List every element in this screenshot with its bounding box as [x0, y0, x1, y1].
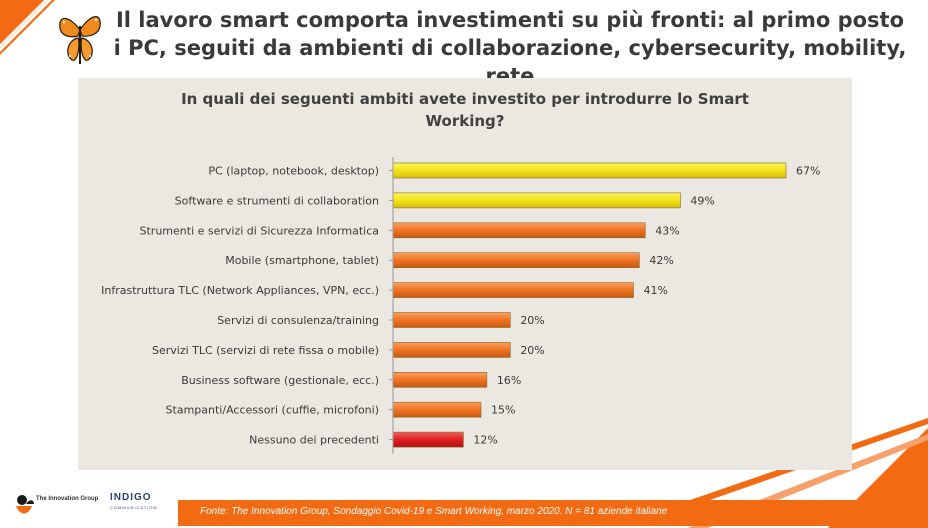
footer-bar — [178, 500, 878, 526]
bar — [392, 282, 634, 298]
category-label: Software e strumenti di collaboration — [175, 194, 379, 207]
value-label: 15% — [491, 404, 515, 417]
innovation-group-logo-text: The Innovation Group — [36, 496, 99, 502]
corner-decoration-top-left — [0, 0, 55, 55]
category-label: Infrastruttura TLC (Network Appliances, … — [101, 284, 379, 297]
value-label: 42% — [649, 254, 673, 267]
value-label: 43% — [655, 224, 679, 237]
bar — [392, 312, 511, 328]
value-label: 20% — [520, 344, 544, 357]
innovation-group-logo-icon — [16, 495, 34, 514]
value-label: 49% — [690, 194, 714, 207]
bar — [392, 342, 511, 358]
indigo-logo-subtext: COMMUNICATION — [110, 505, 158, 510]
butterfly-logo-icon — [59, 16, 101, 64]
category-label: Servizi TLC (servizi di rete fissa o mob… — [152, 344, 379, 357]
value-label: 41% — [643, 284, 667, 297]
chart-title-text: In quali dei seguenti ambiti avete inves… — [181, 90, 749, 130]
chart-title: In quali dei seguenti ambiti avete inves… — [78, 88, 852, 132]
category-label: Mobile (smartphone, tablet) — [225, 254, 379, 267]
bar — [392, 162, 787, 179]
category-label: Strumenti e servizi di Sicurezza Informa… — [140, 224, 379, 237]
value-label: 20% — [520, 314, 544, 327]
value-label: 67% — [796, 165, 820, 178]
category-label: Stampanti/Accessori (cuffie, microfoni) — [166, 404, 379, 417]
category-label: PC (laptop, notebook, desktop) — [208, 165, 379, 178]
bar — [392, 222, 646, 239]
category-label: Business software (gestionale, ecc.) — [181, 374, 379, 387]
bar — [392, 401, 482, 418]
bar — [392, 431, 464, 448]
category-label: Servizi di consulenza/training — [217, 314, 379, 327]
value-label: 12% — [473, 434, 497, 447]
footer-source: Fonte: The Innovation Group, Sondaggio C… — [200, 506, 668, 517]
indigo-logo-text: INDIGO — [110, 492, 152, 503]
bar — [392, 252, 640, 268]
bar — [392, 192, 681, 209]
value-label: 16% — [497, 374, 521, 387]
slide-title: Il lavoro smart comporta investimenti su… — [113, 8, 907, 88]
category-label: Nessuno dei precedenti — [249, 434, 379, 447]
bar — [392, 371, 488, 388]
